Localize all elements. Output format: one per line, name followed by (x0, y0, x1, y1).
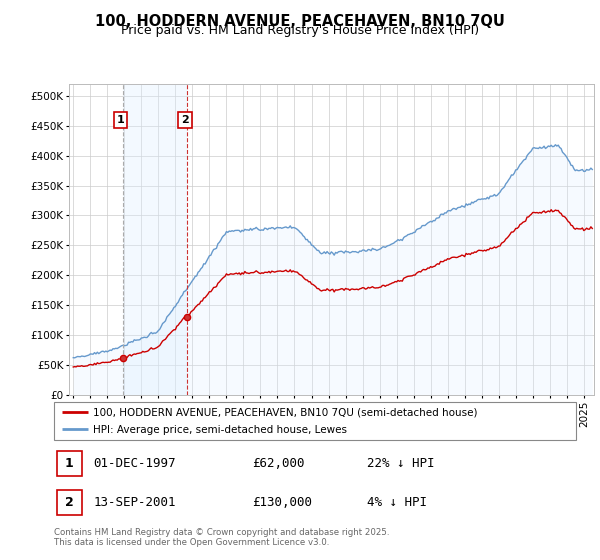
Bar (123, 84, 187, 395)
Text: £130,000: £130,000 (253, 496, 313, 509)
Text: HPI: Average price, semi-detached house, Lewes: HPI: Average price, semi-detached house,… (93, 424, 347, 435)
Text: Contains HM Land Registry data © Crown copyright and database right 2025.
This d: Contains HM Land Registry data © Crown c… (54, 528, 389, 547)
FancyBboxPatch shape (54, 402, 576, 440)
Text: 1: 1 (116, 115, 124, 125)
Text: 1: 1 (65, 457, 74, 470)
Text: 01-DEC-1997: 01-DEC-1997 (93, 457, 176, 470)
FancyBboxPatch shape (56, 490, 82, 515)
Text: 100, HODDERN AVENUE, PEACEHAVEN, BN10 7QU (semi-detached house): 100, HODDERN AVENUE, PEACEHAVEN, BN10 7Q… (93, 407, 478, 417)
Text: 100, HODDERN AVENUE, PEACEHAVEN, BN10 7QU: 100, HODDERN AVENUE, PEACEHAVEN, BN10 7Q… (95, 14, 505, 29)
Text: 13-SEP-2001: 13-SEP-2001 (93, 496, 176, 509)
Text: 2: 2 (181, 115, 189, 125)
Text: £62,000: £62,000 (253, 457, 305, 470)
Text: 4% ↓ HPI: 4% ↓ HPI (367, 496, 427, 509)
Text: 22% ↓ HPI: 22% ↓ HPI (367, 457, 434, 470)
Text: 2: 2 (65, 496, 74, 509)
Text: Price paid vs. HM Land Registry's House Price Index (HPI): Price paid vs. HM Land Registry's House … (121, 24, 479, 37)
FancyBboxPatch shape (56, 451, 82, 476)
